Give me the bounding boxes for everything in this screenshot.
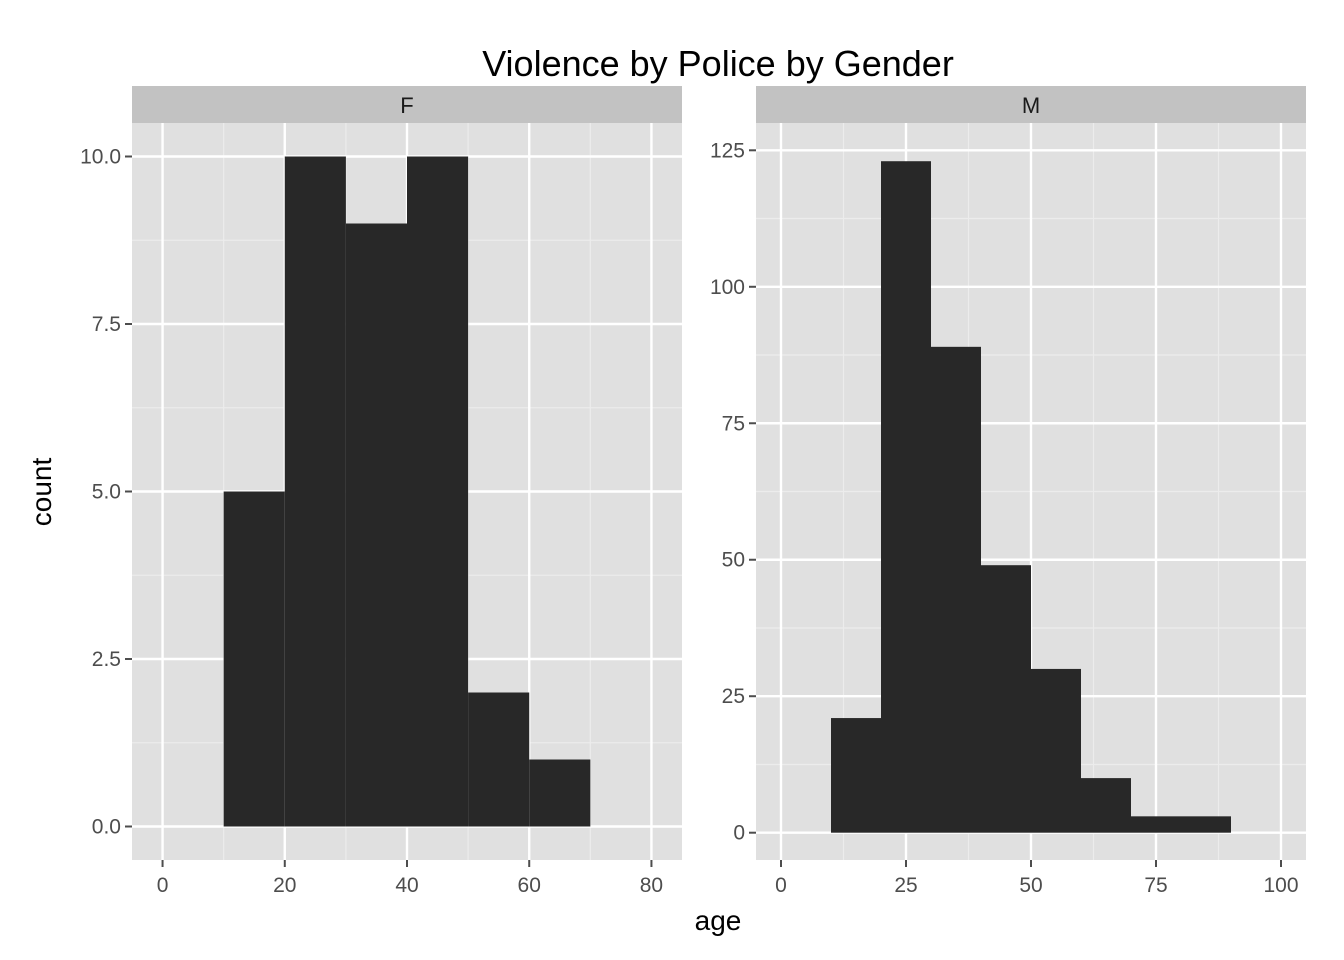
y-tick-label: 10.0 [80, 146, 121, 169]
x-tick-label: 80 [640, 874, 663, 897]
x-tick-label: 0 [775, 874, 787, 897]
x-axis-title: age [695, 905, 742, 936]
facet-strip-label: F [400, 93, 413, 118]
y-tick-label: 25 [722, 685, 745, 708]
histogram-bar [529, 759, 591, 827]
x-tick-label: 0 [157, 874, 169, 897]
y-tick-label: 50 [722, 549, 745, 572]
y-tick-label: 100 [710, 276, 745, 299]
y-axis-title: count [26, 458, 57, 527]
facet-panel-M: M 0 25 50 75 100 0 25 50 75 100 125 [710, 86, 1306, 897]
y-tick-label: 5.0 [92, 481, 121, 504]
facet-strip [756, 86, 1306, 123]
histogram-bar [345, 223, 407, 827]
histogram-bar [468, 692, 530, 827]
histogram-bar [1181, 816, 1231, 833]
histogram-bar [881, 161, 931, 833]
facet-panel-F: F 0 20 40 60 80 0.0 2.5 5.0 7.5 10.0 [80, 86, 682, 897]
facet-strip [132, 86, 682, 123]
histogram-bar [284, 156, 346, 827]
histogram-bar [931, 346, 981, 833]
histogram-bar [1031, 668, 1081, 833]
x-tick-label: 50 [1019, 874, 1042, 897]
histogram-bar [407, 156, 469, 827]
y-tick-label: 7.5 [92, 313, 121, 336]
y-tick-label: 125 [710, 139, 745, 162]
y-tick-label: 75 [722, 412, 745, 435]
facet-panels: F 0 20 40 60 80 0.0 2.5 5.0 7.5 10.0 M 0 25 50 75 100 0 25… [80, 86, 1306, 897]
y-tick-label: 2.5 [92, 648, 121, 671]
x-tick-label: 75 [1144, 874, 1167, 897]
y-tick-label: 0.0 [92, 816, 121, 839]
histogram-bar [223, 491, 285, 827]
x-tick-label: 20 [273, 874, 296, 897]
histogram-bar [831, 718, 881, 833]
histogram-bar [1131, 816, 1181, 833]
x-tick-label: 100 [1263, 874, 1298, 897]
facet-strip-label: M [1022, 93, 1040, 118]
y-tick-label: 0 [733, 822, 745, 845]
x-tick-label: 40 [395, 874, 418, 897]
x-tick-label: 25 [894, 874, 917, 897]
x-tick-label: 60 [518, 874, 541, 897]
chart-title: Violence by Police by Gender [482, 43, 954, 84]
histogram-bar [981, 565, 1031, 833]
histogram-bar [1081, 778, 1131, 833]
